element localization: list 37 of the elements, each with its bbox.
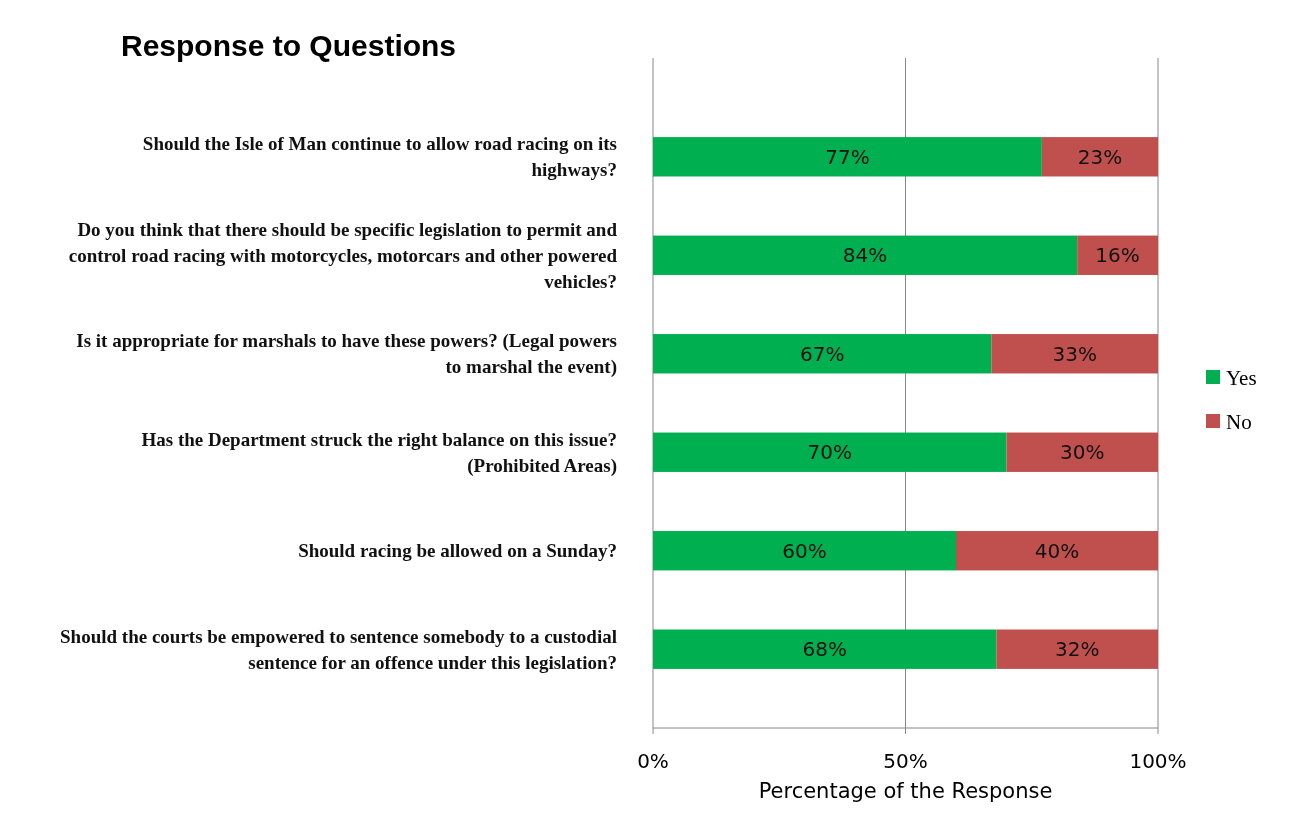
x-tick-label: 50%	[883, 749, 928, 773]
data-label: 16%	[1095, 243, 1140, 268]
bar	[653, 137, 1042, 177]
data-label: 77%	[825, 144, 870, 169]
data-label: 32%	[1054, 637, 1100, 662]
y-tick-label: Is it appropriate for marshals to have these powers? (Legal powers to marshal the event)	[76, 330, 617, 379]
data-label: 84%	[842, 243, 888, 268]
data-label: 30%	[1060, 440, 1105, 465]
bar	[653, 531, 956, 571]
bar	[653, 629, 997, 669]
y-tick-label: Should racing be allowed on a Sunday?	[298, 540, 617, 562]
y-tick-label: Has the Department struck the right balance on this issue? (Prohibited Areas)	[141, 428, 617, 477]
bar	[653, 432, 1007, 472]
data-label: 40%	[1034, 538, 1080, 563]
bar	[996, 629, 1158, 669]
legend-label: No	[1226, 410, 1252, 435]
y-tick-label: Should the courts be empowered to sentence somebody to a custodial sentence for an offence under this legislation?	[60, 625, 617, 673]
y-tick-label: Do you think that there should be specific legislation to permit and control road racing with motorcycles, motorcars and other powered vehicles?	[68, 218, 618, 292]
data-label: 33%	[1052, 341, 1097, 366]
legend-label: Yes	[1226, 366, 1257, 391]
bar	[1041, 137, 1158, 177]
data-label: 60%	[782, 538, 827, 563]
bar	[1006, 432, 1158, 472]
data-label: 23%	[1077, 144, 1123, 169]
bar	[653, 334, 992, 374]
data-label: 70%	[807, 440, 852, 465]
bar	[991, 334, 1158, 374]
y-tick-label: Should the Isle of Man continue to allow road racing on its highways?	[142, 133, 617, 181]
x-axis-title: Percentage of the Response	[758, 779, 1053, 803]
data-label: 68%	[802, 637, 847, 662]
bar	[1077, 235, 1158, 275]
bar	[653, 235, 1078, 275]
x-tick-label: 100%	[1129, 749, 1187, 773]
x-tick-label: 0%	[637, 749, 669, 773]
data-label: 67%	[799, 341, 845, 366]
text: Response to Questions	[121, 29, 457, 62]
bar	[956, 531, 1158, 571]
